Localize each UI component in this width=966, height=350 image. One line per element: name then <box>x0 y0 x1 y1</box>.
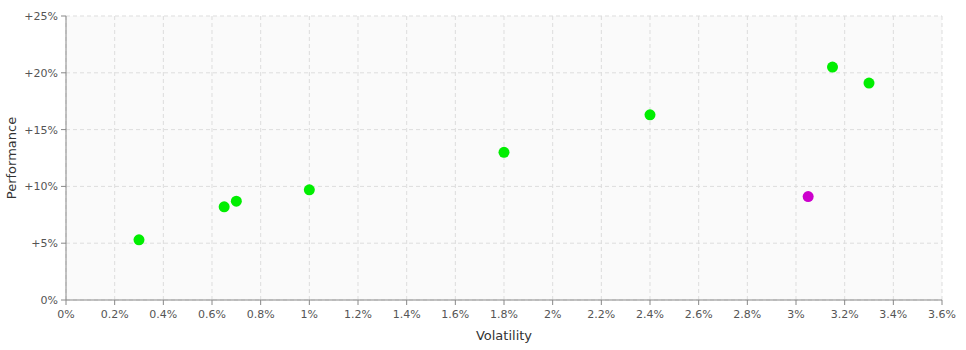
plot-area <box>66 16 942 300</box>
x-tick-label: 0.4% <box>149 308 177 321</box>
x-tick-label: 0.8% <box>247 308 275 321</box>
y-tick <box>61 72 66 73</box>
x-tick-label: 3.4% <box>879 308 907 321</box>
point <box>803 191 814 202</box>
x-tick-label: 0.2% <box>101 308 129 321</box>
x-tick <box>893 300 894 305</box>
y-grid-line <box>66 300 942 301</box>
x-tick-label: 0.6% <box>198 308 226 321</box>
chart: 0% 0.2% 0.4% 0.6% 0.8% 1% 1.2% 1.4% 1.6% 1.8% 2% 2.… <box>0 0 966 350</box>
x-tick <box>114 300 115 305</box>
y-tick <box>61 186 66 187</box>
y-grid-line <box>66 186 942 187</box>
x-tick-label: 3% <box>787 308 804 321</box>
x-tick <box>747 300 748 305</box>
x-tick <box>309 300 310 305</box>
y-tick-label: +20% <box>24 67 58 80</box>
y-tick-label: +15% <box>24 124 58 137</box>
x-tick <box>601 300 602 305</box>
x-grid-line <box>212 16 213 300</box>
points <box>134 62 875 246</box>
x-grid-line <box>114 16 115 300</box>
x-tick-label: 2% <box>544 308 561 321</box>
x-tick <box>358 300 359 305</box>
y-grid-line <box>66 72 942 73</box>
x-tick-label: 1.6% <box>441 308 469 321</box>
y-tick-label: 0% <box>41 294 58 307</box>
y-tick-label: +10% <box>24 180 58 193</box>
point <box>304 184 315 195</box>
point <box>499 147 510 158</box>
x-grid-line <box>601 16 602 300</box>
y-tick <box>61 129 66 130</box>
x-tick <box>163 300 164 305</box>
x-axis-label: Volatility <box>476 328 532 343</box>
x-tick <box>698 300 699 305</box>
x-tick <box>796 300 797 305</box>
x-grid-line <box>504 16 505 300</box>
y-grid-line <box>66 129 942 130</box>
x-tick-label: 2.6% <box>685 308 713 321</box>
axes: 0% 0.2% 0.4% 0.6% 0.8% 1% 1.2% 1.4% 1.6% 1.8% 2% 2.… <box>24 10 956 321</box>
y-tick <box>61 300 66 301</box>
x-grid-line <box>260 16 261 300</box>
y-tick <box>61 16 66 17</box>
x-grid-line <box>163 16 164 300</box>
x-grid-line <box>844 16 845 300</box>
x-tick-label: 1.4% <box>393 308 421 321</box>
page: {"chart_data": {"type": "scatter", "x": … <box>0 0 966 350</box>
x-tick <box>844 300 845 305</box>
point <box>219 201 230 212</box>
x-axis-line <box>66 300 942 301</box>
point <box>827 62 838 73</box>
y-grid-line <box>66 16 942 17</box>
x-tick-label: 0% <box>57 308 74 321</box>
x-grid-line <box>796 16 797 300</box>
x-tick-label: 3.6% <box>928 308 956 321</box>
x-tick <box>212 300 213 305</box>
point <box>645 109 656 120</box>
x-grid-line <box>747 16 748 300</box>
x-tick <box>406 300 407 305</box>
x-grid-line <box>406 16 407 300</box>
x-tick <box>504 300 505 305</box>
x-tick <box>66 300 67 305</box>
x-grid-line <box>309 16 310 300</box>
x-tick-label: 2.8% <box>733 308 761 321</box>
point <box>134 234 145 245</box>
x-grid-line <box>66 16 67 300</box>
point <box>231 196 242 207</box>
x-tick-label: 3.2% <box>831 308 859 321</box>
x-tick-label: 2.4% <box>636 308 664 321</box>
x-tick-label: 1.8% <box>490 308 518 321</box>
y-tick-label: +5% <box>31 237 58 250</box>
x-tick-label: 1.2% <box>344 308 372 321</box>
x-grid-line <box>650 16 651 300</box>
x-tick <box>455 300 456 305</box>
x-tick <box>260 300 261 305</box>
x-tick-label: 2.2% <box>587 308 615 321</box>
x-tick <box>552 300 553 305</box>
y-grid-line <box>66 243 942 244</box>
x-tick <box>942 300 943 305</box>
x-tick <box>650 300 651 305</box>
x-grid-line <box>893 16 894 300</box>
point <box>864 78 875 89</box>
x-grid-line <box>942 16 943 300</box>
y-tick-label: +25% <box>24 10 58 23</box>
x-grid-line <box>552 16 553 300</box>
x-grid-line <box>358 16 359 300</box>
x-grid-line <box>455 16 456 300</box>
grid <box>66 16 942 300</box>
x-tick-label: 1% <box>301 308 318 321</box>
y-tick <box>61 243 66 244</box>
y-axis-line <box>66 16 67 300</box>
x-grid-line <box>698 16 699 300</box>
y-axis-label: Performance <box>4 117 19 199</box>
